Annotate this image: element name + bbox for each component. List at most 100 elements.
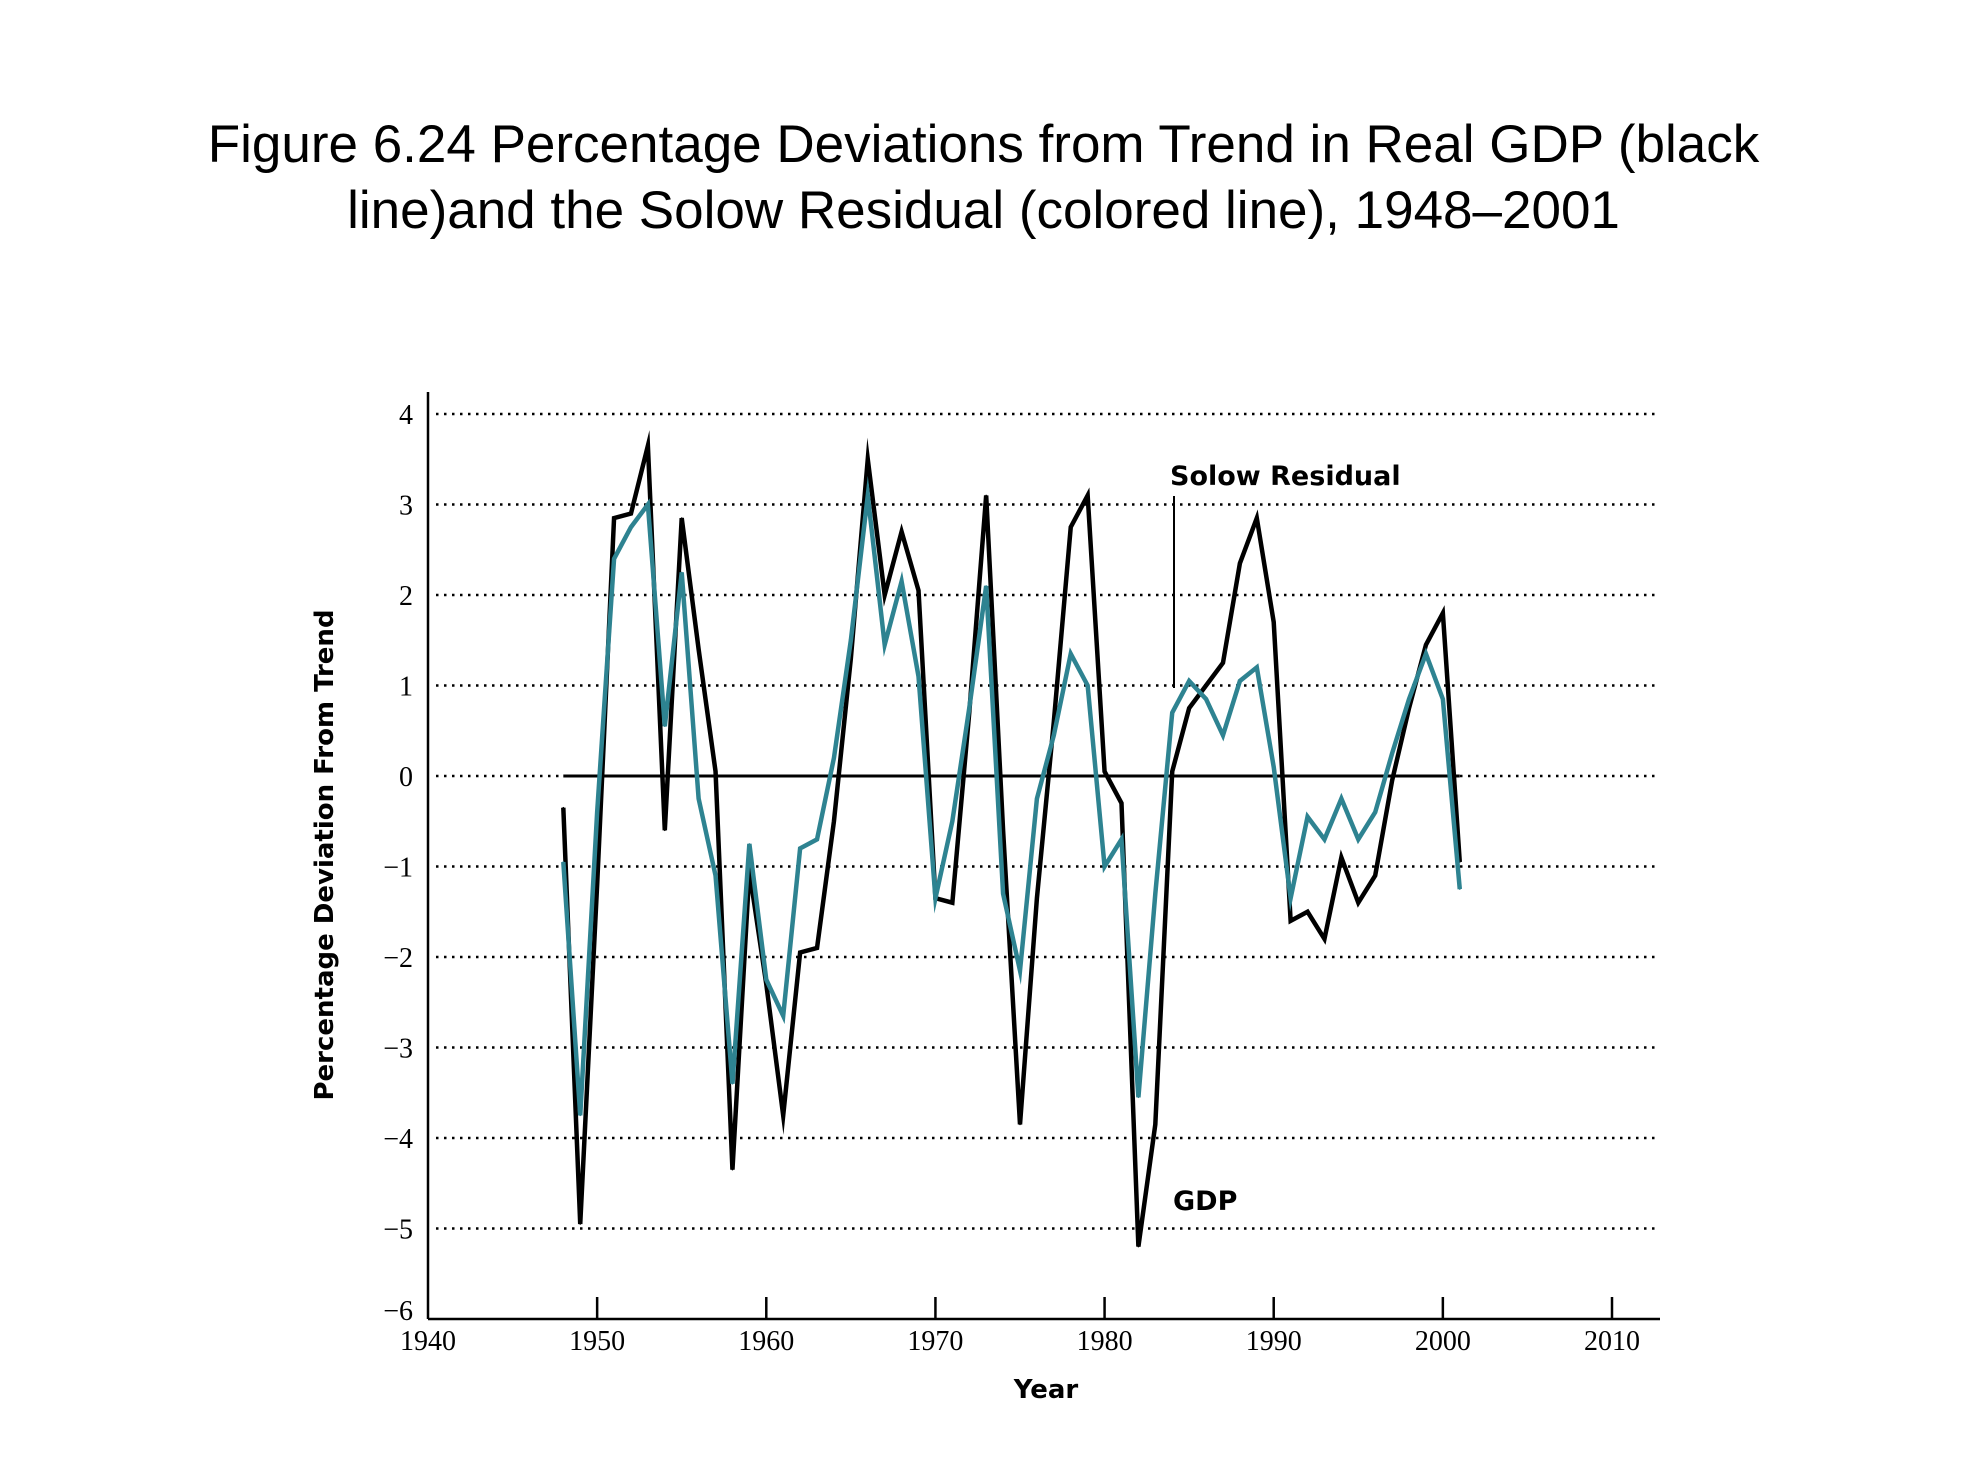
- data-point-gdp: [579, 1223, 582, 1225]
- data-point-solow-residual: [1408, 698, 1410, 700]
- gridlines: [436, 412, 1660, 1230]
- series-line-solow-residual: [561, 475, 1463, 1116]
- data-point-solow-residual: [613, 558, 615, 560]
- data-point-solow-residual: [1458, 888, 1461, 890]
- x-tick-label: 1970: [907, 1326, 963, 1357]
- data-point-solow-residual: [714, 874, 717, 877]
- annotations: Solow Residual GDP: [1170, 461, 1401, 1217]
- data-point-gdp: [1306, 910, 1309, 913]
- data-point-gdp: [883, 594, 886, 596]
- chart-title: Figure 6.24 Percentage Deviations from T…: [0, 112, 1967, 244]
- x-tick-label: 1980: [1077, 1326, 1133, 1357]
- series-line-gdp: [561, 430, 1463, 1247]
- y-tick-label: 0: [399, 762, 413, 793]
- data-point-gdp: [1137, 1245, 1140, 1248]
- data-point-solow-residual: [1120, 838, 1123, 841]
- data-point-solow-residual: [1425, 653, 1427, 655]
- data-point-solow-residual: [951, 820, 954, 823]
- data-point-solow-residual: [765, 978, 768, 981]
- data-point-gdp: [680, 517, 683, 519]
- data-point-gdp: [1239, 562, 1241, 565]
- y-axis-ticks: 4 3 2 1 0 −1 −2 −3 −4 −5 −6: [383, 400, 413, 1327]
- data-point-solow-residual: [1019, 969, 1021, 972]
- data-point-gdp: [697, 648, 700, 651]
- data-point-solow-residual: [1086, 684, 1089, 687]
- data-point-gdp: [1289, 920, 1292, 922]
- data-point-solow-residual: [630, 526, 632, 528]
- data-point-gdp: [1103, 770, 1106, 773]
- y-tick-label: −3: [383, 1034, 413, 1065]
- data-point-gdp: [1019, 1123, 1021, 1126]
- data-point-solow-residual: [1340, 797, 1343, 800]
- series-lines: [561, 430, 1463, 1248]
- data-point-solow-residual: [1103, 865, 1106, 868]
- data-point-gdp: [816, 947, 818, 949]
- data-point-gdp: [1171, 770, 1174, 773]
- gdp-annotation: GDP: [1173, 1186, 1237, 1217]
- data-point-solow-residual: [1289, 897, 1292, 899]
- data-point-gdp: [1069, 526, 1072, 528]
- data-point-solow-residual: [1036, 797, 1038, 800]
- data-point-gdp: [866, 458, 869, 461]
- data-point-gdp: [714, 770, 717, 773]
- y-tick-label: 3: [399, 491, 413, 522]
- data-point-solow-residual: [748, 843, 751, 845]
- data-point-solow-residual: [985, 585, 987, 587]
- y-tick-label: −1: [383, 853, 413, 884]
- data-point-solow-residual: [1205, 698, 1207, 700]
- data-point-gdp: [1357, 901, 1360, 904]
- data-point-solow-residual: [816, 838, 818, 841]
- data-point-solow-residual: [1053, 734, 1055, 737]
- data-point-gdp: [1391, 779, 1393, 782]
- x-tick-label: 1950: [569, 1326, 625, 1357]
- data-point-gdp: [799, 951, 801, 954]
- data-point-solow-residual: [1222, 734, 1224, 737]
- data-point-gdp: [1036, 897, 1038, 899]
- y-tick-label: −4: [383, 1124, 413, 1155]
- data-point-gdp: [917, 589, 920, 592]
- data-point-solow-residual: [850, 639, 852, 642]
- x-tick-label: 1990: [1246, 1326, 1302, 1357]
- data-point-gdp: [1442, 612, 1444, 614]
- data-point-solow-residual: [833, 757, 835, 759]
- data-point-gdp: [985, 494, 987, 497]
- data-point-gdp: [731, 1168, 734, 1171]
- data-point-gdp: [562, 806, 565, 809]
- data-point-solow-residual: [1188, 680, 1190, 682]
- chart-title-line-2: line)and the Solow Residual (colored lin…: [347, 181, 1620, 240]
- chart-title-line-1: Figure 6.24 Percentage Deviations from T…: [207, 115, 1760, 174]
- x-axis-ticks: 1940 1950 1960 1970 1980 1990 2000 2010: [400, 1297, 1640, 1357]
- data-point-solow-residual: [934, 897, 937, 899]
- data-point-solow-residual: [562, 861, 565, 863]
- data-point-gdp: [951, 901, 954, 904]
- data-point-gdp: [1120, 802, 1123, 804]
- x-tick-label: 2010: [1584, 1326, 1640, 1357]
- data-point-gdp: [1272, 621, 1275, 623]
- y-tick-label: −6: [383, 1296, 413, 1327]
- x-tick-label: 1960: [738, 1326, 794, 1357]
- y-axis-label: Percentage Deviation From Trend: [310, 609, 340, 1100]
- axes: [426, 392, 1660, 1321]
- data-point-solow-residual: [1171, 711, 1174, 714]
- data-point-gdp: [1188, 707, 1190, 709]
- data-point-solow-residual: [1374, 811, 1376, 813]
- data-point-gdp: [1425, 643, 1427, 646]
- data-point-solow-residual: [917, 675, 920, 678]
- data-point-solow-residual: [664, 725, 666, 728]
- y-tick-label: −5: [383, 1215, 413, 1246]
- y-tick-label: −2: [383, 943, 413, 974]
- data-point-gdp: [1374, 874, 1376, 877]
- data-point-gdp: [647, 444, 649, 447]
- y-tick-label: 2: [399, 581, 413, 612]
- data-point-solow-residual: [680, 571, 683, 574]
- data-point-solow-residual: [579, 1114, 582, 1117]
- data-point-solow-residual: [647, 503, 649, 506]
- data-point-solow-residual: [1357, 838, 1360, 841]
- data-point-solow-residual: [1272, 766, 1275, 768]
- data-point-solow-residual: [1002, 892, 1004, 895]
- data-point-solow-residual: [731, 1082, 734, 1085]
- data-point-solow-residual: [1137, 1096, 1140, 1099]
- data-point-gdp: [1205, 684, 1207, 687]
- data-point-solow-residual: [883, 643, 886, 646]
